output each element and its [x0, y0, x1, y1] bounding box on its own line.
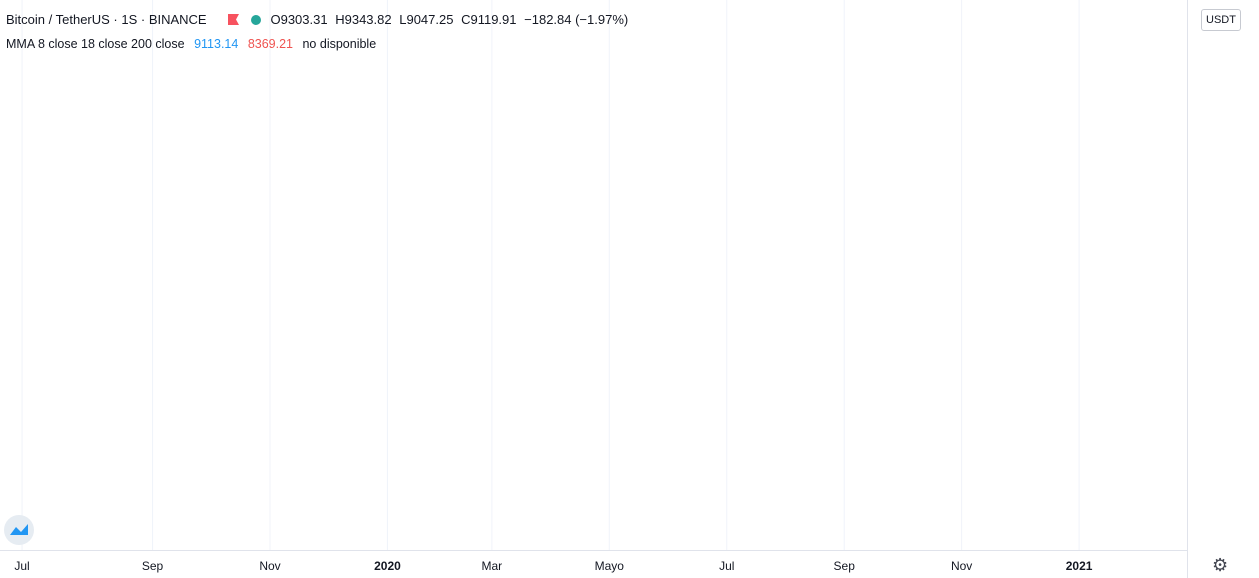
ohlc-change: −182.84 (−1.97%)	[524, 12, 629, 27]
ohlc-open: O9303.31	[270, 12, 328, 27]
ma18-value: 8369.21	[247, 37, 293, 51]
price-axis-divider	[1187, 0, 1188, 578]
time-axis-label: 2020	[374, 559, 401, 573]
ohlc-close: C9119.91	[461, 12, 517, 27]
time-axis-label: Jul	[14, 559, 29, 573]
indicator-label: MMA 8 close 18 close 200 close	[6, 37, 185, 51]
time-axis-label: Sep	[142, 559, 164, 573]
flag-icon[interactable]	[228, 14, 240, 25]
time-axis-label: 2021	[1066, 559, 1093, 573]
ma8-value: 9113.14	[194, 37, 239, 51]
time-axis-label: Mayo	[595, 559, 625, 573]
time-axis: Jul Sep Nov 2020 Mar Mayo Jul Sep Nov 2021	[14, 559, 1092, 573]
currency-button[interactable]: USDT	[1201, 9, 1241, 31]
grid	[21, 0, 1080, 550]
symbol-header: Bitcoin / TetherUS · 1S · BINANCE O9303.…	[6, 12, 638, 27]
status-dot-icon	[250, 15, 261, 25]
ohlc-low: L9047.25	[399, 12, 454, 27]
symbol-title[interactable]: Bitcoin / TetherUS · 1S · BINANCE	[6, 12, 207, 27]
time-axis-label: Jul	[719, 559, 734, 573]
time-axis-label: Sep	[834, 559, 856, 573]
tradingview-logo-icon[interactable]	[4, 515, 34, 545]
indicator-legend[interactable]: MMA 8 close 18 close 200 close 9113.14 8…	[6, 37, 382, 51]
ma200-value: no disponible	[302, 37, 377, 51]
time-axis-label: Nov	[951, 559, 972, 573]
ohlc-high: H9343.82	[335, 12, 392, 27]
time-axis-label: Nov	[259, 559, 280, 573]
gear-icon[interactable]: ⚙	[1212, 555, 1229, 575]
time-axis-label: Mar	[482, 559, 503, 573]
time-axis-divider	[0, 550, 1187, 551]
